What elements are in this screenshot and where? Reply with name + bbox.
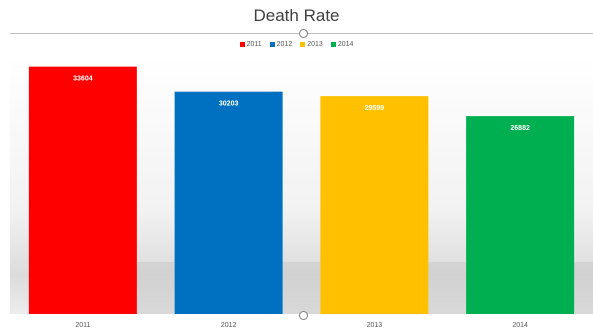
legend-item-2013: 2013 (300, 41, 323, 48)
x-tick-label: 2012 (221, 322, 237, 329)
legend-swatch-icon (269, 42, 275, 47)
bar-shadow (574, 262, 593, 314)
bar-shadow (136, 262, 175, 314)
resize-handle-top[interactable] (299, 29, 308, 38)
bar-2012[interactable] (174, 91, 283, 314)
x-tick-label: 2014 (512, 322, 528, 329)
legend-label: 2011 (246, 41, 262, 48)
chart-title: Death Rate (253, 6, 340, 25)
data-label: 30203 (219, 101, 239, 108)
data-label: 26882 (510, 125, 530, 132)
data-label: 29599 (365, 105, 385, 112)
legend-item-2014: 2014 (330, 41, 354, 48)
bar-2014[interactable] (466, 116, 575, 314)
legend-label: 2013 (307, 41, 323, 48)
legend-item-2011: 2011 (239, 41, 262, 48)
legend-swatch-icon (330, 42, 336, 47)
data-label: 33604 (73, 76, 93, 83)
bar-2011[interactable] (28, 66, 137, 314)
bar-2013[interactable] (320, 96, 429, 314)
resize-handle-bottom[interactable] (299, 311, 308, 320)
legend-item-2012: 2012 (269, 41, 293, 48)
bar-shadow (282, 262, 321, 314)
legend-swatch-icon (239, 42, 245, 47)
x-tick-label: 2013 (367, 322, 383, 329)
legend-label: 2012 (276, 41, 293, 48)
legend-label: 2014 (337, 41, 354, 48)
legend: 2011 2012 2013 2014 (0, 41, 593, 48)
bar-shadow (428, 262, 467, 314)
x-tick-label: 2011 (75, 322, 90, 329)
legend-swatch-icon (300, 42, 306, 47)
